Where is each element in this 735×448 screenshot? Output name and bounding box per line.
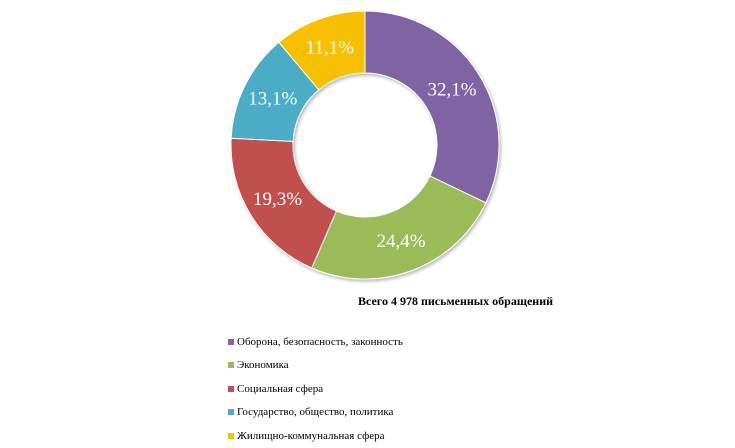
legend-label: Экономика [237,359,289,372]
slice-value-label: 24,4% [377,231,426,252]
doughnut-slice [278,10,366,91]
legend-item: Социальная сфера [228,377,403,401]
legend-label: Государство, общество, политика [237,406,394,419]
legend-item: Оборона, безопасность, законность [228,330,403,354]
legend-label: Оборона, безопасность, законность [237,335,403,348]
chart-slices [230,10,500,280]
legend-swatch [228,362,234,369]
slice-value-label: 11,1% [306,38,355,59]
legend-swatch [228,432,234,439]
legend-item: Государство, общество, политика [228,401,403,425]
slice-value-label: 13,1% [248,89,297,110]
legend-item: Экономика [228,354,403,378]
doughnut-slice [311,175,487,280]
slice-value-label: 19,3% [253,189,302,210]
chart-data-labels: 32,1% 24,4% 19,3% 13,1% 11,1% [248,38,477,252]
legend-label: Социальная сфера [237,382,324,395]
legend-swatch [228,338,234,345]
legend-item: Жилищно-коммунальная сфера [228,424,403,448]
legend-swatch [228,409,234,416]
slice-value-label: 32,1% [428,80,477,101]
total-caption: Всего 4 978 письменных обращений [358,294,554,308]
doughnut-slice [364,10,500,204]
legend-label: Жилищно-коммунальная сфера [237,429,385,442]
legend-swatch [228,385,234,392]
chart-legend: Оборона, безопасность, законность Эконом… [228,330,403,448]
